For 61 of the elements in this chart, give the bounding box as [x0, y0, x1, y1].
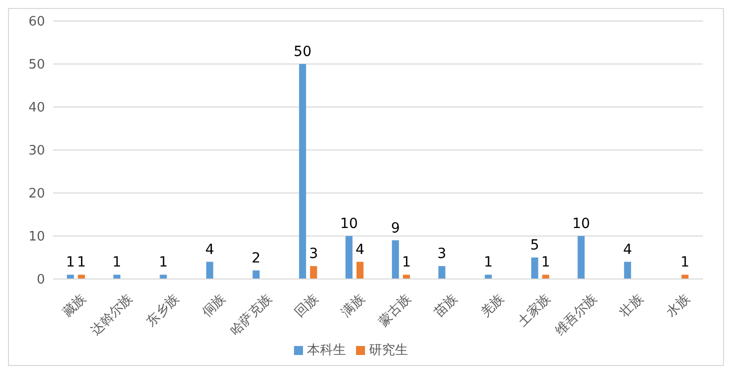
y-tick-label: 50 [28, 58, 45, 73]
data-label: 10 [572, 216, 590, 232]
bar [578, 236, 585, 279]
data-label: 9 [390, 220, 400, 236]
y-tick-label: 60 [28, 14, 45, 30]
data-label: 1 [158, 254, 168, 271]
bar [206, 262, 214, 279]
legend-label: 研究生 [369, 343, 408, 358]
bar [356, 262, 364, 279]
bar [402, 274, 410, 279]
data-label: 1 [680, 254, 690, 271]
x-tick-label: 苗族 [432, 291, 461, 320]
x-tick-label: 满族 [338, 291, 368, 320]
bar [160, 274, 167, 279]
bar [113, 274, 120, 279]
x-tick-label: 土家族 [514, 290, 554, 330]
data-label: 1 [66, 254, 75, 271]
data-label: 4 [623, 242, 632, 258]
data-label: 1 [76, 254, 86, 271]
bar [346, 236, 352, 279]
data-label: 1 [402, 254, 411, 271]
x-tick-label: 水族 [664, 291, 693, 320]
bar [682, 274, 688, 279]
bar [299, 64, 306, 279]
data-label: 1 [484, 254, 493, 271]
legend-label: 本科生 [307, 343, 346, 358]
bar [484, 274, 492, 279]
x-tick-label: 藏族 [60, 291, 90, 320]
y-tick-label: 40 [28, 100, 45, 116]
data-label: 2 [252, 250, 261, 266]
bar [252, 270, 260, 279]
bar [624, 262, 632, 279]
x-tick-label: 蒙古族 [376, 291, 414, 330]
bar [66, 274, 74, 279]
y-tick-label: 30 [28, 144, 45, 159]
bar [531, 258, 538, 279]
data-label: 1 [541, 254, 550, 271]
data-label: 4 [205, 242, 214, 258]
data-label: 3 [437, 246, 446, 262]
x-tick-label: 壮族 [616, 291, 646, 322]
x-tick-label: 羌族 [478, 291, 508, 320]
data-label: 10 [340, 216, 358, 232]
data-label: 1 [112, 254, 122, 271]
x-tick-label: 东乡族 [144, 291, 182, 330]
y-tick-label: 20 [28, 186, 45, 202]
bar [78, 274, 85, 279]
x-tick-label: 哈萨克族 [228, 291, 275, 339]
data-label: 4 [356, 242, 365, 258]
bar [310, 266, 318, 279]
bar [542, 274, 550, 279]
x-tick-label: 维吾尔族 [552, 291, 600, 339]
y-tick-label: 0 [36, 272, 45, 288]
bar [392, 240, 399, 279]
y-tick-label: 10 [28, 230, 45, 245]
x-tick-label: 侗族 [200, 291, 229, 320]
data-label: 3 [309, 246, 318, 262]
data-label: 50 [294, 44, 312, 60]
data-label: 5 [530, 238, 540, 254]
x-tick-label: 回族 [292, 291, 322, 320]
x-tick-label: 达斡尔族 [88, 291, 136, 339]
bar [438, 266, 446, 279]
